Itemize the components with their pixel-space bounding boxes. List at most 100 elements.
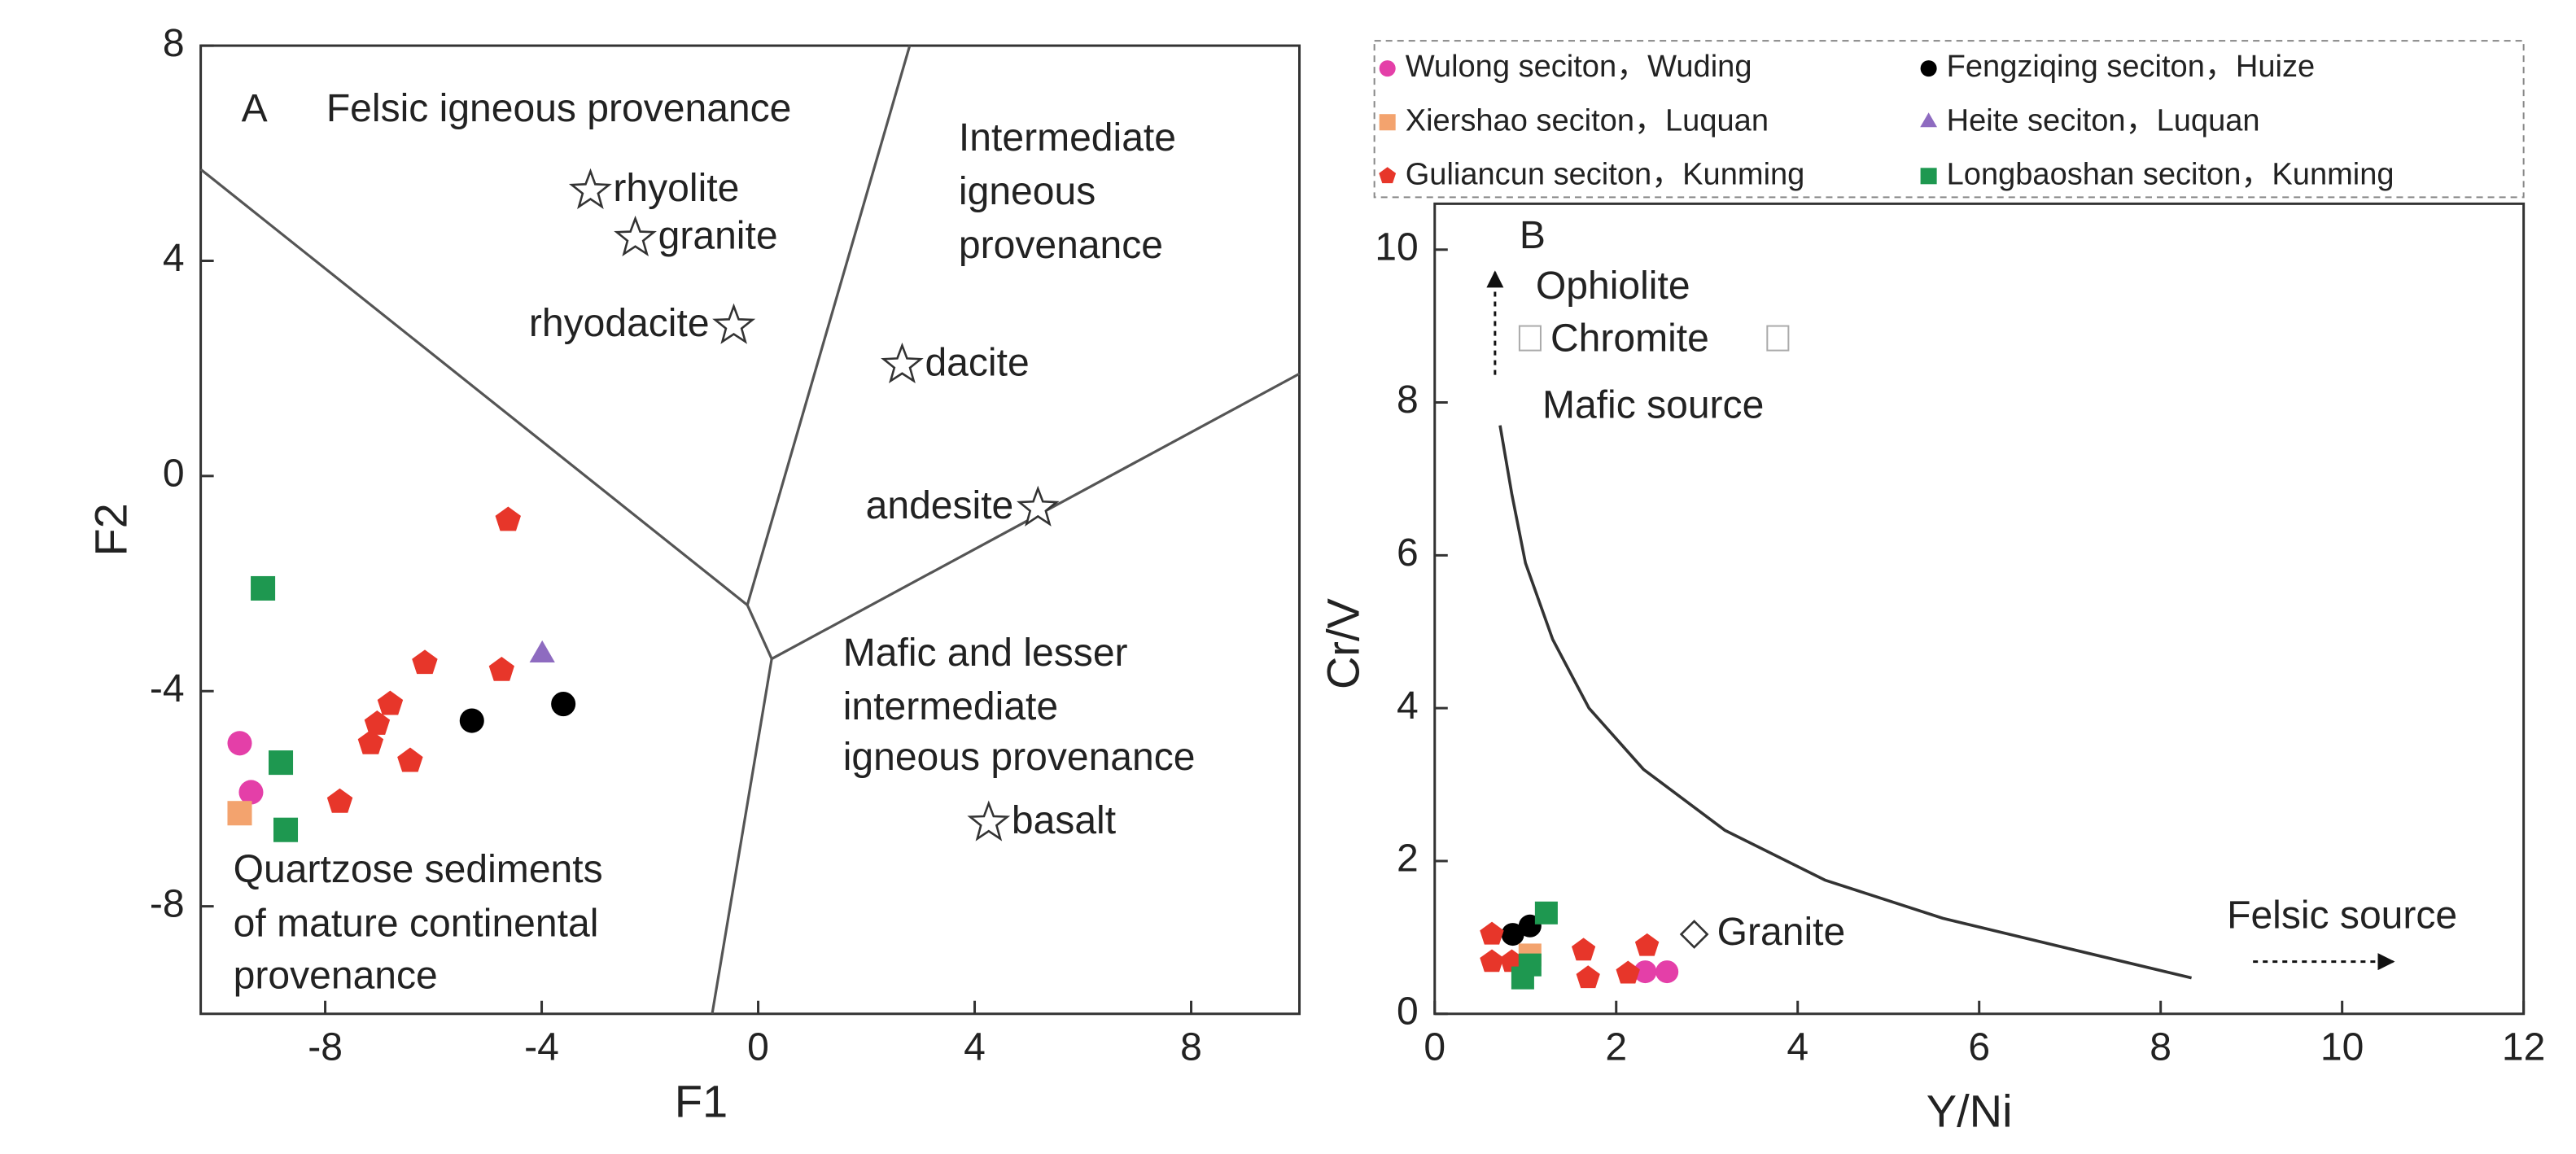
y-axis-label: Cr/V <box>1317 597 1368 689</box>
x-tick-label: 6 <box>1968 1025 1990 1069</box>
point <box>227 731 252 756</box>
point <box>364 710 391 735</box>
y-tick-label: -4 <box>150 667 185 710</box>
point <box>551 692 576 717</box>
x-tick-label: 4 <box>964 1025 986 1069</box>
y-tick-label: -8 <box>150 881 185 925</box>
region-label: intermediate <box>843 684 1058 728</box>
point <box>1480 921 1504 945</box>
y-axis-label: F2 <box>85 503 136 556</box>
y-tick-label: 8 <box>1397 378 1419 422</box>
point <box>1576 965 1600 989</box>
reference-label: granite <box>658 213 778 257</box>
reference-star <box>1016 485 1060 527</box>
y-tick-label: 8 <box>163 21 185 65</box>
point <box>357 729 384 754</box>
reference-diamond <box>1679 920 1709 949</box>
annotation: Ophiolite <box>1536 264 1690 308</box>
chromite-box <box>1518 325 1542 352</box>
legend-label: Longbaoshan seciton，Kunming <box>1947 157 2394 191</box>
point <box>488 656 514 681</box>
annotation: Mafic source <box>1542 382 1764 426</box>
x-tick-label: 10 <box>2320 1025 2364 1069</box>
y-tick-label: 10 <box>1375 225 1418 269</box>
reference-label: rhyodacite <box>529 301 710 345</box>
point <box>1518 953 1542 977</box>
legend-marker <box>1379 114 1396 131</box>
reference-label: basalt <box>1012 798 1116 842</box>
point <box>377 690 404 715</box>
point <box>495 506 521 531</box>
x-axis-label: Y/Ni <box>1927 1086 2013 1137</box>
legend-marker <box>1379 60 1396 77</box>
point <box>251 575 276 601</box>
region-label: provenance <box>959 223 1163 267</box>
region-label: Felsic igneous provenance <box>326 86 792 130</box>
region-label: igneous provenance <box>843 735 1196 779</box>
point <box>1634 960 1657 984</box>
point <box>227 801 252 826</box>
boundary-line <box>746 604 773 660</box>
region-label: of mature continental <box>234 901 599 945</box>
panel-label: B <box>1520 213 1546 257</box>
x-tick-label: 4 <box>1787 1025 1808 1069</box>
boundary-line <box>746 45 912 605</box>
point <box>1501 923 1524 946</box>
x-tick-label: 0 <box>1424 1025 1445 1069</box>
reference-star <box>712 303 756 344</box>
reference-label: andesite <box>866 483 1014 527</box>
region-label: Intermediate <box>959 116 1176 160</box>
point <box>1480 949 1504 973</box>
annotation: Chromite <box>1550 316 1709 360</box>
point <box>1616 960 1640 984</box>
legend-marker <box>1920 112 1938 128</box>
y-tick-label: 2 <box>1397 837 1419 881</box>
region-label: Mafic and lesser <box>843 631 1128 675</box>
point <box>1499 949 1524 973</box>
point <box>326 788 353 813</box>
point <box>397 747 423 772</box>
region-label: igneous <box>959 169 1096 213</box>
legend-frame <box>1373 40 2525 199</box>
legend-label: Xiershao seciton，Luquan <box>1406 103 1769 138</box>
x-tick-label: -8 <box>308 1025 343 1069</box>
annotation: Felsic source <box>2227 893 2457 937</box>
y-tick-label: 4 <box>163 236 185 280</box>
panel-label: A <box>242 86 268 130</box>
legend-label: Fengziqing seciton，Huize <box>1947 50 2316 84</box>
y-tick-label: 4 <box>1397 684 1419 728</box>
reference-label: Granite <box>1717 910 1846 954</box>
reference-star <box>568 168 612 210</box>
reference-star <box>967 800 1011 841</box>
x-tick-label: 2 <box>1605 1025 1627 1069</box>
point <box>529 640 555 662</box>
plot-frame-a <box>199 44 1301 1016</box>
point <box>1655 960 1679 984</box>
x-axis-label: F1 <box>675 1076 728 1127</box>
x-tick-label: 8 <box>1180 1025 1202 1069</box>
legend-label: Heite seciton，Luquan <box>1947 103 2260 138</box>
x-tick-label: 8 <box>2150 1025 2171 1069</box>
point <box>1571 938 1596 961</box>
legend-label: Wulong seciton，Wuding <box>1406 50 1752 84</box>
boundary-line <box>199 168 749 606</box>
y-tick-label: 0 <box>163 452 185 496</box>
y-tick-label: 0 <box>1397 989 1419 1033</box>
legend-label: Guliancun seciton，Kunming <box>1406 157 1805 191</box>
reference-label: dacite <box>925 340 1029 384</box>
y-tick-label: 6 <box>1397 531 1419 575</box>
reference-label: rhyolite <box>613 166 739 210</box>
region-label: provenance <box>234 953 438 997</box>
chromite-box <box>1766 325 1790 352</box>
x-tick-label: 0 <box>747 1025 769 1069</box>
reference-star <box>881 342 924 384</box>
reference-star <box>614 215 657 257</box>
point <box>412 649 438 675</box>
boundary-line <box>711 658 773 1015</box>
legend-marker <box>1379 167 1397 184</box>
point <box>269 750 294 776</box>
point <box>1534 901 1558 925</box>
point <box>459 708 484 733</box>
